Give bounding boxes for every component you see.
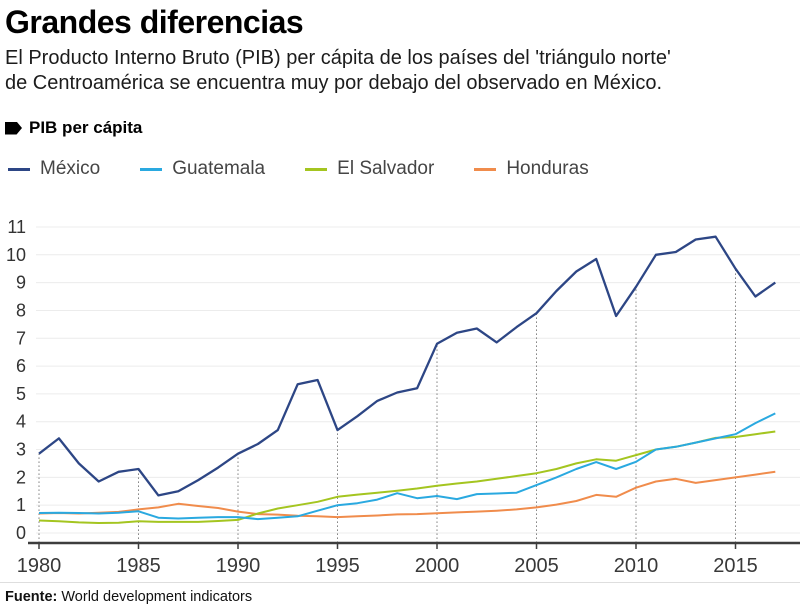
- legend-label-el-salvador: El Salvador: [337, 158, 435, 179]
- y-tick-label: 3: [16, 440, 26, 460]
- y-tick-label: 1: [16, 495, 26, 515]
- y-tick-label: 4: [16, 412, 26, 432]
- y-tick-label: 0: [16, 523, 26, 543]
- source-label: Fuente:: [5, 589, 58, 605]
- chart-kicker: PIB per cápita: [5, 118, 142, 138]
- source-text: World development indicators: [57, 589, 253, 605]
- y-tick-label: 11: [7, 217, 26, 237]
- y-tick-label: 6: [16, 356, 26, 376]
- chart-kicker-label: PIB per cápita: [29, 118, 143, 137]
- y-tick-label: 8: [16, 300, 26, 320]
- x-tick-label: 1985: [116, 555, 161, 577]
- x-tick-label: 1995: [315, 555, 360, 577]
- y-tick-label: 7: [16, 328, 26, 348]
- legend-swatch-honduras: [474, 167, 497, 171]
- legend-item-mexico: México: [8, 158, 100, 180]
- x-tick-label: 1990: [216, 555, 261, 577]
- y-tick-label: 2: [16, 467, 26, 487]
- legend-label-mexico: México: [40, 158, 101, 179]
- x-tick-label: 2010: [614, 555, 659, 577]
- series-line-guatemala: [38, 412, 776, 521]
- subtitle-line-2: de Centroamérica se encuentra muy por de…: [5, 72, 663, 95]
- legend-item-guatemala: Guatemala: [140, 158, 265, 180]
- legend-item-honduras: Honduras: [474, 158, 589, 180]
- legend-swatch-mexico: [8, 167, 30, 171]
- source: Fuente: World development indicators: [0, 582, 800, 605]
- legend-item-el-salvador: El Salvador: [305, 158, 434, 180]
- legend-label-guatemala: Guatemala: [172, 158, 266, 179]
- series-line-honduras: [38, 470, 776, 519]
- x-tick-label: 2000: [415, 555, 460, 577]
- legend-label-honduras: Honduras: [506, 158, 589, 179]
- series-line-méxico: [38, 235, 776, 497]
- legend-swatch-guatemala: [140, 167, 163, 171]
- legend-swatch-el-salvador: [305, 167, 328, 171]
- y-tick-label: 10: [6, 245, 26, 265]
- tag-marker-icon: [5, 121, 22, 135]
- x-tick-label: 1980: [17, 555, 62, 577]
- y-tick-label: 5: [16, 384, 26, 404]
- chart-legend: México Guatemala El Salvador Honduras: [8, 158, 629, 180]
- header: Grandes diferencias El Producto Interno …: [5, 2, 797, 97]
- x-tick-label: 2015: [713, 555, 758, 577]
- page-title: Grandes diferencias: [5, 4, 304, 40]
- subtitle-line-1: El Producto Interno Bruto (PIB) per cápi…: [5, 47, 671, 69]
- y-tick-label: 9: [16, 273, 26, 293]
- x-tick-label: 2005: [514, 555, 559, 577]
